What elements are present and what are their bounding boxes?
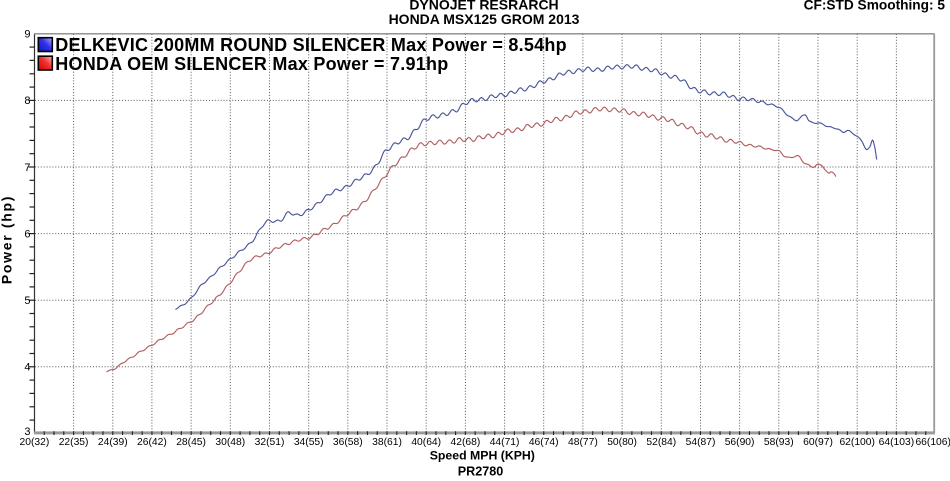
svg-text:Power (hp): Power (hp) — [0, 195, 15, 284]
svg-text:46(74): 46(74) — [529, 437, 559, 448]
svg-text:7: 7 — [24, 162, 30, 174]
svg-text:8: 8 — [24, 95, 30, 107]
svg-text:40(64): 40(64) — [411, 437, 441, 448]
svg-text:58(93): 58(93) — [764, 437, 794, 448]
svg-text:4: 4 — [24, 362, 30, 374]
svg-text:32(51): 32(51) — [255, 437, 285, 448]
svg-text:66(106): 66(106) — [915, 437, 950, 448]
svg-text:28(45): 28(45) — [176, 437, 206, 448]
svg-text:6: 6 — [24, 228, 30, 240]
svg-text:38(61): 38(61) — [372, 437, 402, 448]
svg-text:3: 3 — [24, 426, 30, 438]
svg-text:52(84): 52(84) — [646, 437, 676, 448]
svg-text:PR2780: PR2780 — [458, 465, 504, 477]
svg-text:34(55): 34(55) — [294, 437, 324, 448]
svg-text:20(32): 20(32) — [20, 437, 50, 448]
svg-text:CF:STD Smoothing: 5: CF:STD Smoothing: 5 — [804, 0, 946, 12]
svg-text:54(87): 54(87) — [686, 437, 716, 448]
svg-text:56(90): 56(90) — [725, 437, 755, 448]
svg-text:48(77): 48(77) — [568, 437, 598, 448]
svg-text:HONDA MSX125 GROM 2013: HONDA MSX125 GROM 2013 — [389, 11, 580, 27]
svg-text:Speed MPH (KPH): Speed MPH (KPH) — [430, 449, 535, 463]
svg-text:22(35): 22(35) — [59, 437, 89, 448]
svg-text:62(100): 62(100) — [839, 437, 875, 448]
svg-text:36(58): 36(58) — [333, 437, 363, 448]
svg-text:5: 5 — [24, 295, 30, 307]
svg-text:DYNOJET RESRARCH: DYNOJET RESRARCH — [409, 0, 558, 12]
svg-text:HONDA OEM SILENCER Max Power =: HONDA OEM SILENCER Max Power = 7.91hp — [55, 54, 448, 74]
svg-text:24(39): 24(39) — [98, 437, 128, 448]
svg-text:42(68): 42(68) — [451, 437, 481, 448]
svg-text:26(42): 26(42) — [137, 437, 167, 448]
svg-text:9: 9 — [24, 29, 30, 41]
svg-text:50(80): 50(80) — [607, 437, 637, 448]
svg-text:30(48): 30(48) — [215, 437, 245, 448]
svg-text:60(97): 60(97) — [803, 437, 833, 448]
svg-text:64(103): 64(103) — [879, 437, 915, 448]
svg-text:DELKEVIC 200MM ROUND SILENCER: DELKEVIC 200MM ROUND SILENCER Max Power … — [55, 35, 567, 55]
svg-text:44(71): 44(71) — [490, 437, 520, 448]
